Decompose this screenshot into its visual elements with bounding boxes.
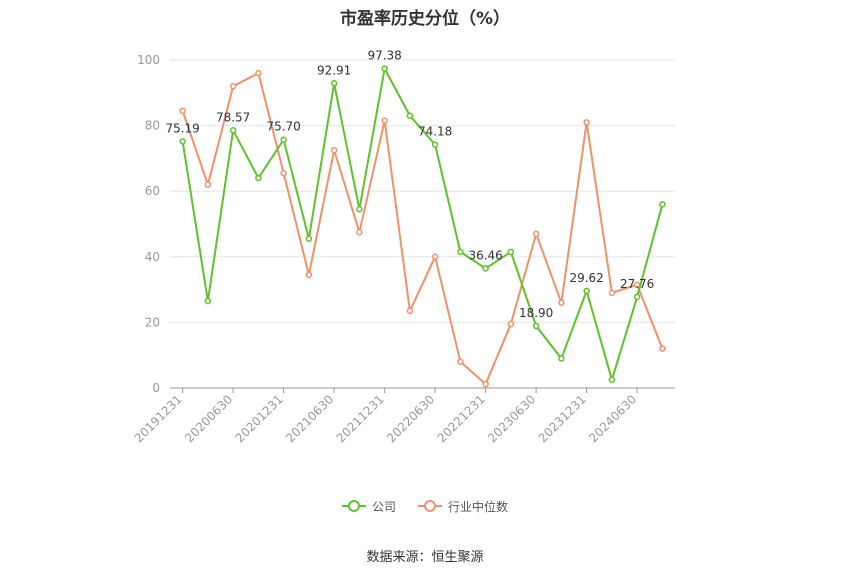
- chart-title: 市盈率历史分位（%）: [339, 9, 511, 29]
- data-point[interactable]: [532, 230, 540, 238]
- legend-item-company[interactable]: 公司: [341, 498, 396, 515]
- data-point[interactable]: [457, 358, 464, 366]
- data-point[interactable]: [608, 376, 616, 384]
- data-label: 29.62: [569, 271, 603, 285]
- data-point[interactable]: [406, 112, 414, 120]
- data-label: 74.18: [418, 125, 452, 139]
- data-label: 75.19: [165, 121, 199, 135]
- x-tick-label: 20191231: [132, 392, 185, 445]
- data-point[interactable]: [204, 181, 212, 188]
- x-tick-label: 20240630: [586, 392, 639, 445]
- data-point[interactable]: [356, 205, 363, 213]
- legend-industry-label: 行业中位数: [448, 499, 509, 514]
- y-tick-label: 60: [145, 184, 160, 198]
- series-line-1: [181, 72, 664, 386]
- data-point[interactable]: [406, 307, 414, 315]
- axes: 0204060801002019123120200630202012312021…: [132, 53, 675, 445]
- x-tick-label: 20201231: [233, 392, 286, 445]
- data-label: 27.76: [620, 277, 654, 291]
- legend-item-industry[interactable]: 行业中位数: [418, 498, 508, 515]
- x-tick-label: 20230630: [485, 392, 538, 445]
- data-point[interactable]: [558, 299, 565, 306]
- data-source: 数据来源：恒生聚源: [366, 550, 484, 565]
- x-tick-label: 20211231: [334, 392, 387, 445]
- data-point[interactable]: [482, 380, 489, 388]
- y-tick-label: 100: [137, 53, 160, 67]
- data-point[interactable]: [482, 265, 489, 272]
- y-tick-label: 20: [145, 315, 160, 329]
- legend-company-label: 公司: [371, 499, 396, 514]
- x-tick-label: 20220630: [384, 392, 437, 445]
- data-point[interactable]: [659, 345, 666, 352]
- grid-lines: [170, 59, 675, 323]
- x-tick-label: 20200630: [182, 392, 235, 445]
- data-point[interactable]: [558, 355, 565, 362]
- data-point[interactable]: [305, 235, 313, 243]
- data-point[interactable]: [280, 169, 287, 177]
- data-point[interactable]: [179, 107, 186, 115]
- x-tick-label: 20231231: [536, 392, 589, 445]
- y-tick-label: 0: [152, 381, 160, 395]
- y-tick-label: 80: [145, 119, 160, 133]
- series-lines: [179, 65, 666, 388]
- data-point[interactable]: [633, 293, 641, 301]
- data-point[interactable]: [229, 82, 237, 90]
- data-point[interactable]: [330, 80, 338, 87]
- data-label: 78.57: [216, 110, 250, 124]
- data-label: 36.46: [468, 248, 502, 262]
- x-tick-label: 20221231: [435, 392, 488, 445]
- data-point[interactable]: [507, 320, 515, 328]
- data-point[interactable]: [330, 146, 338, 154]
- data-point[interactable]: [255, 174, 262, 182]
- data-point[interactable]: [204, 297, 212, 305]
- data-point[interactable]: [305, 271, 313, 279]
- data-point[interactable]: [255, 69, 262, 77]
- legend: 公司 行业中位数: [0, 496, 850, 516]
- data-label: 18.90: [519, 306, 553, 320]
- data-point[interactable]: [659, 201, 666, 208]
- y-tick-label: 40: [145, 250, 160, 264]
- data-point[interactable]: [381, 117, 388, 124]
- data-point[interactable]: [457, 248, 464, 256]
- data-label: 92.91: [317, 63, 351, 77]
- data-point[interactable]: [608, 289, 616, 297]
- legend-company-marker: [341, 500, 366, 512]
- data-labels: 75.19 78.57 75.70 92.91 97.38 74.18 36.46 18.90…: [165, 49, 654, 320]
- data-label: 75.70: [266, 120, 300, 134]
- legend-industry-marker: [418, 500, 442, 512]
- data-point[interactable]: [229, 127, 237, 134]
- data-point[interactable]: [431, 253, 439, 261]
- data-point[interactable]: [583, 119, 590, 126]
- data-point[interactable]: [381, 65, 388, 72]
- data-point[interactable]: [507, 248, 515, 256]
- data-point[interactable]: [532, 322, 540, 330]
- data-label: 97.38: [367, 49, 401, 63]
- data-point[interactable]: [179, 138, 186, 145]
- data-point[interactable]: [583, 287, 590, 295]
- x-tick-label: 20210630: [283, 392, 336, 445]
- data-point[interactable]: [356, 228, 363, 236]
- data-point[interactable]: [280, 136, 287, 143]
- data-point[interactable]: [431, 141, 439, 148]
- series-line-0: [181, 67, 664, 381]
